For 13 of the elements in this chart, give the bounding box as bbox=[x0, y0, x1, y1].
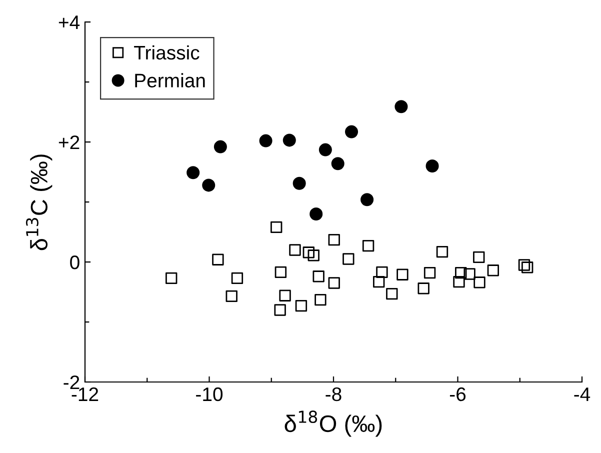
y-tick-label: 0 bbox=[70, 255, 80, 270]
x-tick-label: -6 bbox=[450, 387, 466, 402]
legend-label: Triassic bbox=[134, 45, 200, 60]
x-axis-title: δ$^{18}$O (‰) bbox=[284, 410, 382, 437]
y-tick-label: +4 bbox=[58, 16, 80, 30]
x-tick-label: -8 bbox=[326, 387, 342, 402]
y-axis-title: δ$^{13}$C (‰) bbox=[26, 154, 52, 250]
x-tick-label: -4 bbox=[574, 388, 590, 401]
x-tick-label: -12 bbox=[72, 387, 98, 401]
legend-label: Permian bbox=[135, 73, 205, 88]
y-tick-label: +2 bbox=[58, 135, 80, 150]
x-tick-label: -10 bbox=[196, 387, 223, 402]
y-tick-label: -2 bbox=[64, 375, 80, 390]
